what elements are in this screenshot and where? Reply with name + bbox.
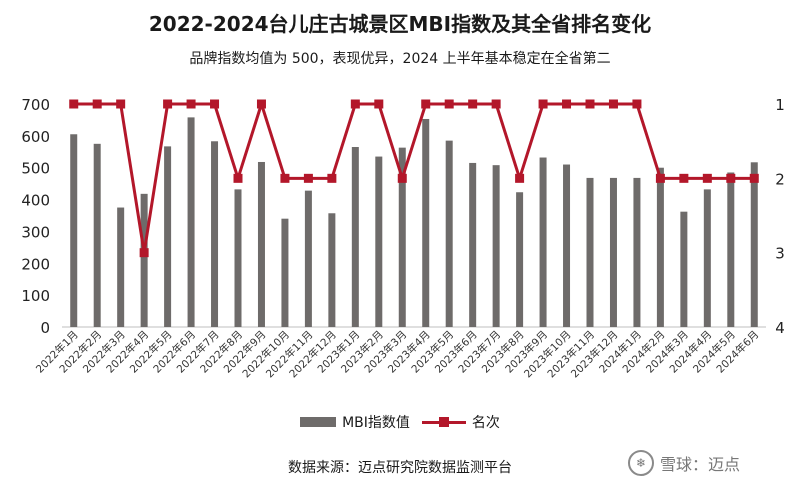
rank-point [608, 99, 618, 109]
bar [609, 177, 617, 327]
y-left-tick-label: 600 [21, 128, 50, 146]
rank-point [92, 99, 102, 109]
rank-point [655, 173, 665, 183]
rank-point [139, 248, 149, 258]
rank-point [515, 173, 525, 183]
legend-label-rank: 名次 [471, 415, 500, 431]
y-left-tick-label: 700 [21, 96, 50, 114]
rank-point [350, 99, 360, 109]
rank-point [562, 99, 572, 109]
bar [445, 140, 453, 327]
bar [187, 117, 195, 327]
bar [117, 207, 125, 327]
bar [539, 157, 547, 327]
rank-point [116, 99, 126, 109]
rank-point [163, 99, 173, 109]
bar [375, 156, 383, 327]
data-source: 数据来源：迈点研究院数据监测平台 [288, 460, 512, 476]
rank-point [702, 173, 712, 183]
legend-line-swatch [421, 416, 466, 428]
rank-point [679, 173, 689, 183]
y-left-tick-label: 200 [21, 255, 50, 273]
rank-point [186, 99, 196, 109]
rank-point [421, 99, 431, 109]
legend: MBI指数值 名次 [0, 412, 800, 432]
y-left-tick-label: 0 [40, 319, 50, 337]
bar [281, 218, 289, 327]
legend-item-rank: 名次 [421, 412, 500, 432]
bar [257, 161, 265, 327]
bar [656, 167, 664, 327]
y-right-tick-label: 3 [775, 245, 785, 263]
chart-title: 2022-2024台儿庄古城景区MBI指数及其全省排名变化 [148, 12, 652, 36]
bar [703, 189, 711, 327]
rank-point [585, 99, 595, 109]
rank-point [374, 99, 384, 109]
rank-point [632, 99, 642, 109]
y-right-tick-label: 4 [775, 319, 785, 337]
rank-point [538, 99, 548, 109]
rank-point [280, 173, 290, 183]
rank-point [69, 99, 79, 109]
snowball-icon: ❄ [628, 450, 654, 476]
y-left-tick-label: 300 [21, 223, 50, 241]
bar [328, 213, 336, 327]
rank-series-line [73, 102, 755, 255]
rank-point [256, 99, 266, 109]
rank-point [749, 173, 759, 183]
bar [164, 146, 172, 327]
bar [140, 193, 148, 327]
bar [70, 134, 78, 327]
y-left-tick-label: 100 [21, 287, 50, 305]
bar [633, 177, 641, 327]
bar [304, 190, 312, 327]
bar [727, 172, 735, 327]
bar [93, 143, 101, 327]
legend-bar-swatch [300, 417, 337, 427]
bar [750, 162, 758, 327]
bar [211, 141, 219, 327]
rank-point [468, 99, 478, 109]
rank-point [210, 99, 220, 109]
watermark: ❄ 雪球：迈点 [628, 450, 740, 476]
rank-point [444, 99, 454, 109]
bar [398, 147, 406, 327]
y-right-tick-label: 1 [775, 96, 785, 114]
bar [422, 118, 430, 327]
bar [469, 162, 477, 327]
bar [492, 165, 500, 327]
legend-item-mbi: MBI指数值 [300, 412, 410, 432]
bar [586, 177, 594, 327]
bar [234, 189, 242, 327]
bar [563, 164, 571, 327]
legend-label-mbi: MBI指数值 [342, 415, 410, 431]
watermark-text: 雪球：迈点 [660, 455, 741, 474]
rank-point [303, 173, 313, 183]
bar [516, 192, 524, 327]
y-left-tick-label: 400 [21, 192, 50, 210]
rank-point [491, 99, 501, 109]
rank-point [233, 173, 243, 183]
rank-point [327, 173, 337, 183]
chart-subtitle: 品牌指数均值为 500，表现优异，2024 上半年基本稳定在全省第二 [189, 51, 611, 67]
bar [680, 211, 688, 327]
y-left-tick-label: 500 [21, 160, 50, 178]
bar [351, 147, 359, 327]
rank-point [726, 173, 736, 183]
rank-point [397, 173, 407, 183]
y-right-tick-label: 2 [775, 170, 785, 188]
